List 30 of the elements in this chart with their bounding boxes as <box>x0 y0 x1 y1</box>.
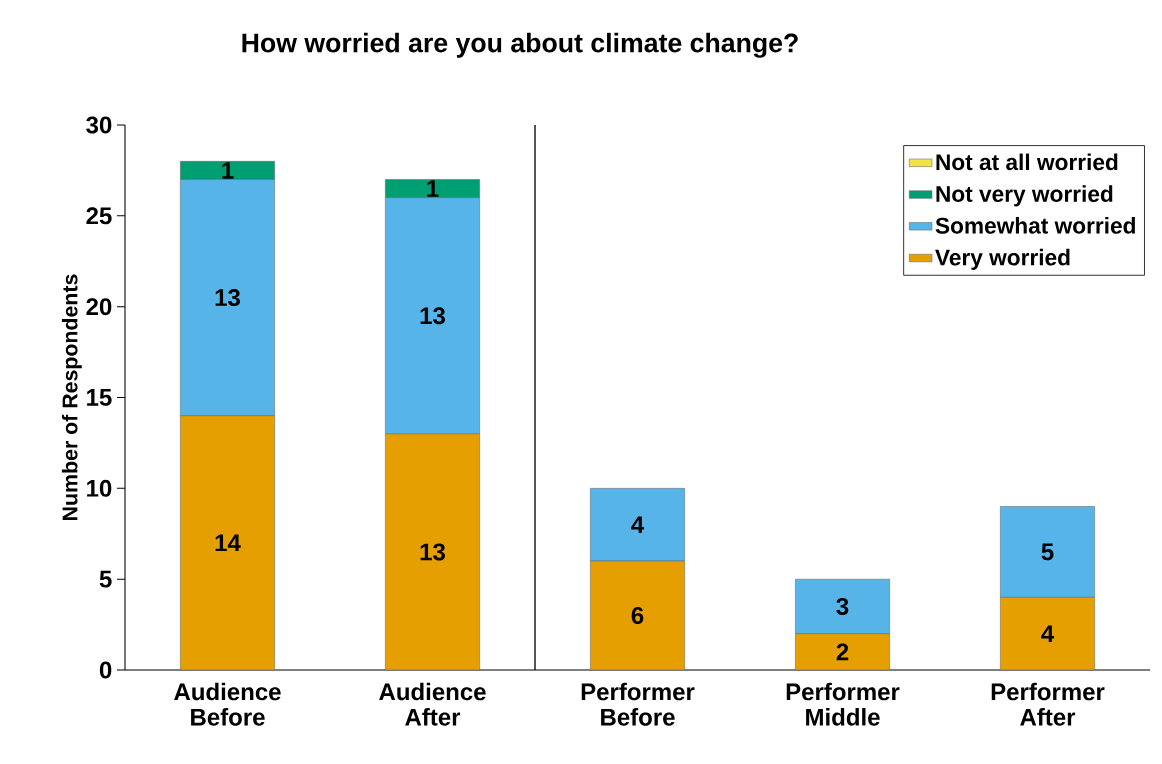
y-tick-label: 0 <box>99 661 112 679</box>
y-tick-label: 20 <box>86 298 112 316</box>
data-label: 13 <box>420 307 445 325</box>
x-tick-label: Audience After <box>379 682 486 726</box>
x-tick-label: Audience Before <box>174 682 281 726</box>
y-tick-label: 30 <box>86 116 112 134</box>
y-tick-label: 5 <box>99 570 112 588</box>
data-label: 4 <box>1041 625 1055 642</box>
data-label: 13 <box>215 289 240 307</box>
y-axis-title: Number of Respondents <box>61 274 82 520</box>
y-tick-label: 15 <box>87 389 112 406</box>
y-tick-label: 25 <box>86 207 112 225</box>
legend-label: Not at all worried <box>936 153 1118 171</box>
y-tick-label: 10 <box>87 479 112 497</box>
data-label: 5 <box>1041 543 1054 561</box>
data-label: 14 <box>215 534 241 552</box>
legend-label: Somewhat worried <box>935 217 1135 234</box>
chart-title: How worried are you about climate change? <box>242 32 798 58</box>
legend-label: Very worried <box>935 248 1070 270</box>
data-label: 2 <box>836 643 849 661</box>
x-tick-label: Performer Before <box>581 682 695 726</box>
data-label: 1 <box>427 180 439 197</box>
data-label: 4 <box>631 516 645 533</box>
legend-label: Not very worried <box>936 185 1113 207</box>
data-label: 6 <box>631 606 644 624</box>
data-label: 3 <box>836 597 849 615</box>
data-label: 1 <box>222 162 234 179</box>
x-tick-label: Performer After <box>991 682 1105 726</box>
x-tick-label: Performer Middle <box>786 682 900 726</box>
data-label: 13 <box>420 543 445 561</box>
